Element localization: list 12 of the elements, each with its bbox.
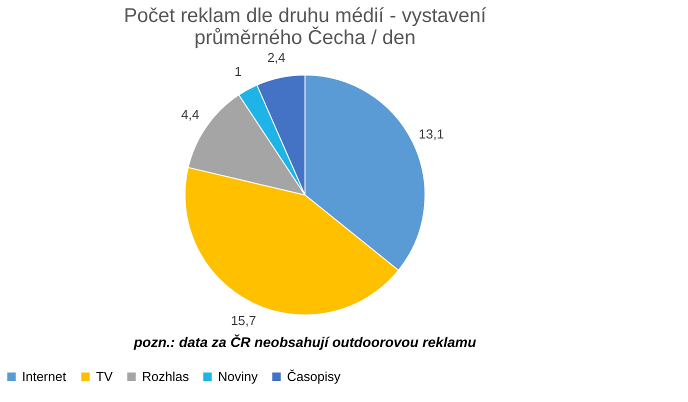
text: pozn.: data za ČR neobsahují outdoorovou reklamu [132,334,477,350]
data-label: 13,1 [418,126,444,142]
data-label: 1 [234,64,242,79]
legend-label: Internet [22,368,66,384]
data-label: 15,7 [230,312,256,328]
data-label: 2,4 [267,50,286,65]
legend-label: Noviny [218,368,258,384]
chart-title: Počet reklam dle druhu médií - vystavení průměrného Čecha / den [124,4,487,49]
data-label: 4,4 [181,106,200,122]
legend-label: TV [96,368,113,384]
legend-label: Rozhlas [142,368,190,384]
legend-label: Časopisy [287,368,341,384]
